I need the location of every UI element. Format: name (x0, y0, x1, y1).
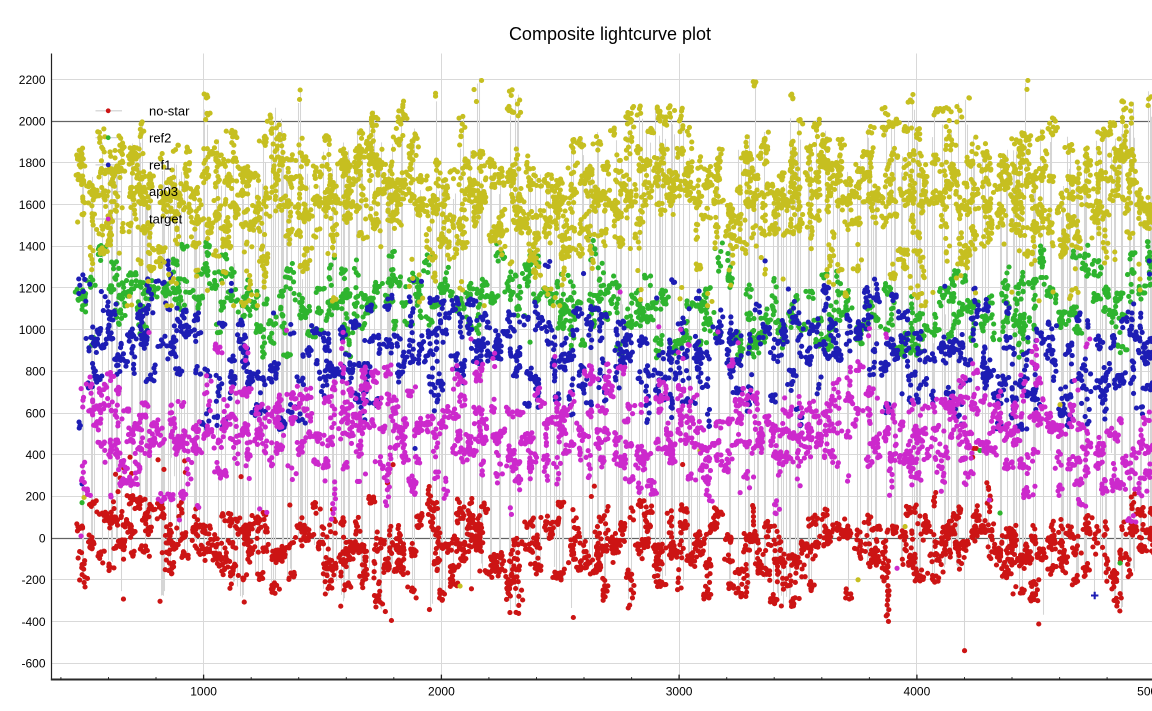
svg-text:4000: 4000 (904, 685, 931, 699)
svg-text:-400: -400 (21, 615, 45, 629)
svg-text:no-star: no-star (149, 103, 190, 118)
svg-text:-200: -200 (21, 573, 45, 587)
svg-text:ref2: ref2 (149, 130, 171, 145)
svg-text:1000: 1000 (19, 323, 46, 337)
svg-text:1800: 1800 (19, 156, 46, 170)
svg-text:800: 800 (25, 365, 45, 379)
svg-text:0: 0 (39, 531, 46, 545)
svg-text:200: 200 (25, 490, 45, 504)
svg-text:target: target (149, 212, 183, 227)
svg-text:400: 400 (25, 448, 45, 462)
svg-text:2000: 2000 (428, 685, 455, 699)
svg-text:-600: -600 (21, 657, 45, 671)
svg-text:1600: 1600 (19, 198, 46, 212)
svg-text:1400: 1400 (19, 240, 46, 254)
svg-text:Composite lightcurve plot: Composite lightcurve plot (509, 24, 711, 44)
svg-text:5000: 5000 (1137, 685, 1152, 699)
svg-text:1200: 1200 (19, 281, 46, 295)
svg-text:ap03: ap03 (149, 184, 178, 199)
svg-text:1000: 1000 (190, 685, 217, 699)
svg-text:3000: 3000 (666, 685, 693, 699)
svg-text:ref1: ref1 (149, 158, 171, 173)
svg-text:600: 600 (25, 406, 45, 420)
svg-text:2000: 2000 (19, 115, 46, 129)
svg-text:2200: 2200 (19, 73, 46, 87)
